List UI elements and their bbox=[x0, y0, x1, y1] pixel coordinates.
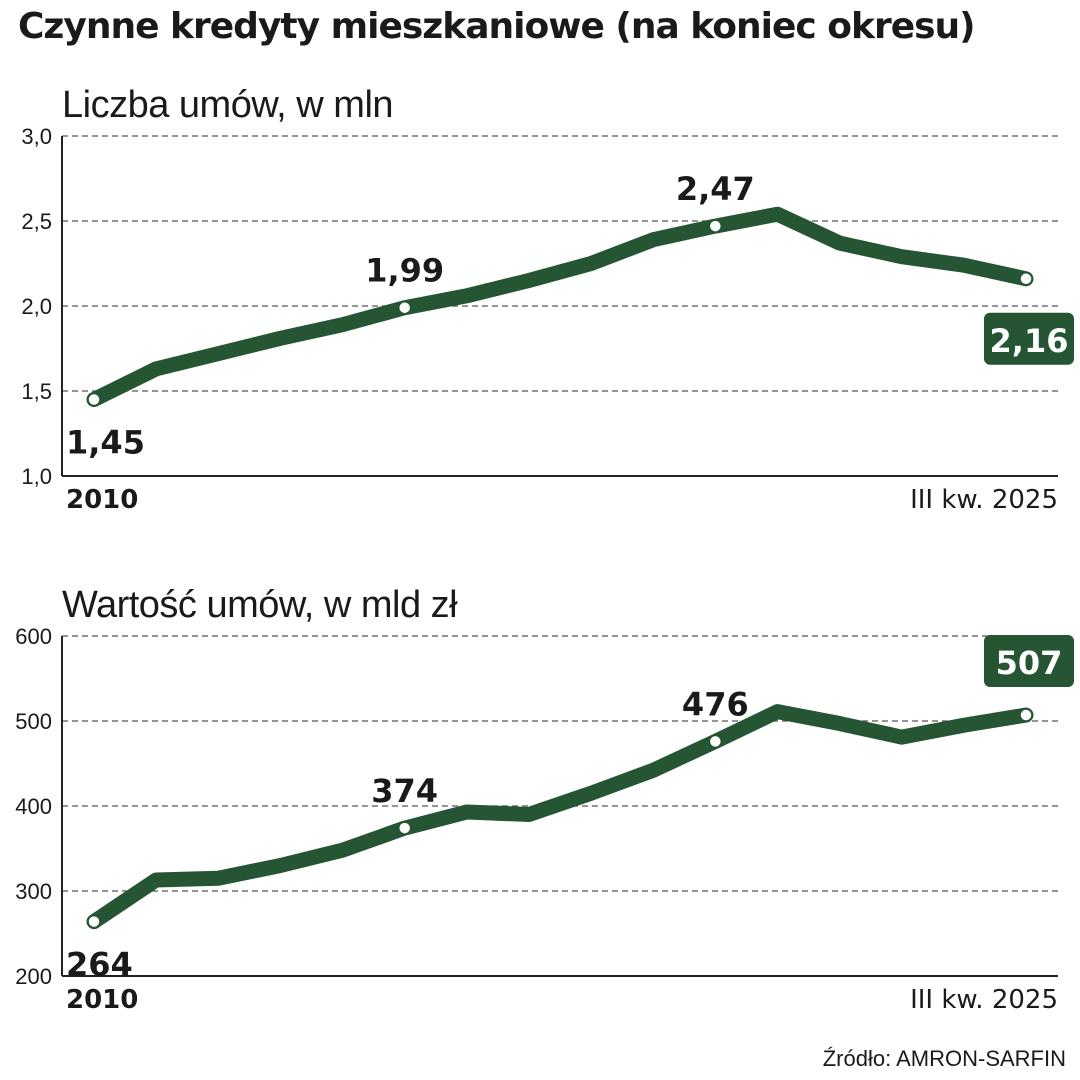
c0-data-label: 1,99 bbox=[365, 252, 444, 290]
c1-x-end-label: III kw. 2025 bbox=[910, 985, 1058, 1010]
c0-y-tick-label: 2,5 bbox=[21, 209, 52, 234]
line-chart-count: 1,0 1,5 2,0 2,5 3,0 2010 III kw. 2025 1,45 1,99 2… bbox=[0, 120, 1080, 510]
c0-x-start-label: 2010 bbox=[66, 485, 138, 510]
c0-data-point-marker bbox=[709, 220, 721, 232]
c0-data-point-marker bbox=[399, 302, 411, 314]
c1-data-label: 476 bbox=[682, 685, 749, 723]
c1-y-tick-label: 600 bbox=[15, 624, 52, 649]
c1-series-line bbox=[94, 712, 1026, 922]
c0-last-value-label: 2,16 bbox=[990, 322, 1069, 360]
c1-y-tick-label: 300 bbox=[15, 879, 52, 904]
c0-y-tick-label: 2,0 bbox=[21, 294, 52, 319]
c1-x-start-label: 2010 bbox=[66, 985, 138, 1010]
c1-data-point-marker bbox=[399, 822, 411, 834]
c0-series-line bbox=[94, 214, 1026, 399]
c1-data-label: 374 bbox=[371, 772, 438, 810]
c1-y-tick-label: 200 bbox=[15, 964, 52, 989]
c1-data-point-marker bbox=[709, 735, 721, 747]
c1-data-label: 264 bbox=[66, 946, 133, 984]
c0-y-tick-label: 1,5 bbox=[21, 379, 52, 404]
page-title: Czynne kredyty mieszkaniowe (na koniec o… bbox=[18, 6, 975, 47]
c0-x-end-label: III kw. 2025 bbox=[910, 485, 1058, 510]
c1-y-tick-label: 400 bbox=[15, 794, 52, 819]
c1-y-tick-label: 500 bbox=[15, 709, 52, 734]
c1-data-point-marker bbox=[1020, 709, 1032, 721]
c1-data-point-marker bbox=[88, 916, 100, 928]
c0-data-point-marker bbox=[88, 394, 100, 406]
c0-data-label: 2,47 bbox=[676, 170, 755, 208]
c0-y-tick-label: 1,0 bbox=[21, 464, 52, 489]
c0-y-tick-label: 3,0 bbox=[21, 124, 52, 149]
c1-last-value-label: 507 bbox=[996, 644, 1063, 682]
c0-data-label: 1,45 bbox=[66, 424, 145, 462]
source-note: Źródło: AMRON-SARFIN bbox=[823, 1046, 1066, 1072]
c0-data-point-marker bbox=[1020, 273, 1032, 285]
line-chart-value: 200 300 400 500 600 2010 III kw. 2025 264 374 476… bbox=[0, 620, 1080, 1010]
